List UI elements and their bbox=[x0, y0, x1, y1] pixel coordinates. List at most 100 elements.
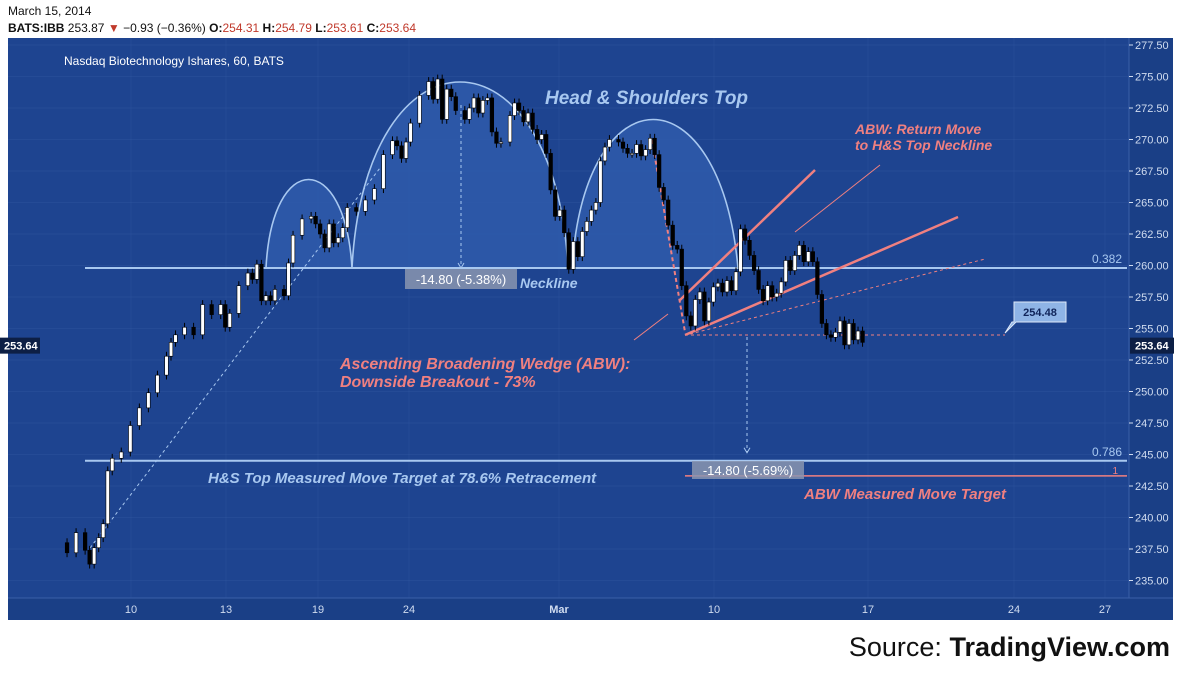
x-tick-label: 24 bbox=[403, 604, 415, 616]
y-tick-label: 260.00 bbox=[1135, 261, 1169, 273]
x-tick-label: 10 bbox=[125, 604, 137, 616]
price-callout-text: 254.48 bbox=[1023, 307, 1057, 319]
pointer-return bbox=[794, 164, 881, 233]
candle-body bbox=[64, 542, 70, 554]
wedge-left-dashed bbox=[651, 139, 686, 333]
y-tick-label: 240.00 bbox=[1135, 513, 1169, 525]
candle-body bbox=[254, 263, 259, 280]
candle-body bbox=[494, 131, 499, 144]
candle-body bbox=[706, 301, 711, 322]
candle-body bbox=[498, 141, 504, 144]
last-price-tag: 253.64 bbox=[1135, 341, 1170, 353]
candle-body bbox=[770, 285, 775, 298]
candle-body bbox=[227, 313, 232, 328]
candle-body bbox=[837, 320, 843, 333]
candle-body bbox=[666, 199, 671, 226]
fib-label-786: 0.786 bbox=[1092, 445, 1122, 459]
candle-body bbox=[535, 129, 540, 140]
candle-body bbox=[467, 107, 472, 120]
close-label: C: bbox=[366, 21, 380, 35]
fib-label-382: 0.382 bbox=[1092, 252, 1122, 266]
last-price-box-left bbox=[0, 337, 40, 354]
candle-body bbox=[327, 223, 332, 249]
candle-body bbox=[819, 294, 824, 324]
y-tick-label: 242.50 bbox=[1135, 481, 1169, 493]
candle-body bbox=[788, 260, 793, 271]
candle-body bbox=[263, 295, 269, 302]
candle-body bbox=[390, 140, 395, 155]
candle-body bbox=[720, 282, 725, 293]
candle-body bbox=[268, 295, 273, 302]
candle-body bbox=[453, 96, 458, 111]
candle-body bbox=[557, 209, 562, 217]
candle-body bbox=[435, 78, 440, 100]
candle-body bbox=[408, 122, 413, 143]
y-tick-label: 275.00 bbox=[1135, 72, 1169, 84]
candle-body bbox=[164, 355, 169, 376]
candle-body bbox=[336, 237, 341, 244]
candle-body bbox=[200, 304, 205, 336]
candle-body bbox=[742, 228, 748, 241]
candle-body bbox=[354, 207, 359, 212]
candle-body bbox=[236, 285, 241, 314]
symbol: BATS:IBB bbox=[8, 21, 65, 35]
candle-body bbox=[444, 88, 449, 120]
candle-body bbox=[426, 81, 431, 96]
candle-body bbox=[661, 187, 666, 201]
candle-body bbox=[855, 330, 861, 341]
abw-return-line2: to H&S Top Neckline bbox=[855, 137, 992, 153]
candle-body bbox=[209, 304, 214, 315]
plot-area bbox=[8, 38, 1129, 598]
candle-body bbox=[684, 285, 689, 317]
candle-body bbox=[670, 224, 675, 246]
hs-target-label: H&S Top Measured Move Target at 78.6% Re… bbox=[208, 470, 597, 487]
candle-body bbox=[602, 146, 608, 162]
x-tick-label: 19 bbox=[312, 604, 324, 616]
y-tick-label: 237.50 bbox=[1135, 544, 1169, 556]
candle-body bbox=[598, 160, 603, 203]
candle-body bbox=[381, 154, 386, 189]
candle-body bbox=[530, 112, 535, 130]
close-value: 253.64 bbox=[379, 21, 416, 35]
open-label: O: bbox=[209, 21, 223, 35]
y-tick-label: 277.50 bbox=[1135, 40, 1169, 52]
candle-body bbox=[110, 457, 115, 472]
candle-body bbox=[191, 326, 196, 336]
candle-body bbox=[286, 262, 291, 297]
candle-body bbox=[489, 97, 495, 133]
candle-body bbox=[394, 140, 400, 147]
y-tick-label: 267.50 bbox=[1135, 166, 1169, 178]
candle-body bbox=[562, 209, 567, 234]
wedge-upper-1 bbox=[679, 169, 816, 301]
abw-target-label: ABW Measured Move Target bbox=[803, 486, 1007, 503]
price-change: −0.93 (−0.36%) bbox=[123, 21, 206, 35]
candle-body bbox=[146, 392, 151, 409]
abw-wedge-line1: Ascending Broadening Wedge (ABW): bbox=[339, 356, 630, 373]
chart-title: Nasdaq Biotechnology Ishares, 60, BATS bbox=[64, 54, 284, 68]
open-value: 254.31 bbox=[222, 21, 260, 35]
candle-body bbox=[331, 223, 336, 244]
low-value: 253.61 bbox=[326, 21, 364, 35]
last-price-box bbox=[1130, 337, 1174, 354]
measure-arrow-top bbox=[457, 262, 465, 269]
candle-body bbox=[625, 148, 630, 154]
head-arc bbox=[351, 81, 569, 269]
x-tick-label: 13 bbox=[220, 604, 232, 616]
high-label: H: bbox=[262, 21, 276, 35]
candle-body bbox=[693, 299, 698, 327]
candle-body bbox=[747, 240, 752, 256]
quote-bar: BATS:IBB 253.87 ▼ −0.93 (−0.36%) O:254.3… bbox=[8, 21, 416, 35]
candle-body bbox=[471, 97, 476, 109]
hs-title: Head & Shoulders Top bbox=[545, 88, 748, 109]
candle-body bbox=[846, 323, 852, 346]
candle-body bbox=[620, 141, 626, 149]
candle-body bbox=[476, 97, 481, 114]
x-tick-label: 10 bbox=[708, 604, 720, 616]
y-tick-label: 270.00 bbox=[1135, 135, 1169, 147]
candle-body bbox=[679, 248, 684, 286]
candle-body bbox=[155, 374, 160, 394]
candle-body bbox=[616, 139, 621, 143]
candle-body bbox=[290, 234, 296, 264]
candle-body bbox=[756, 270, 761, 290]
